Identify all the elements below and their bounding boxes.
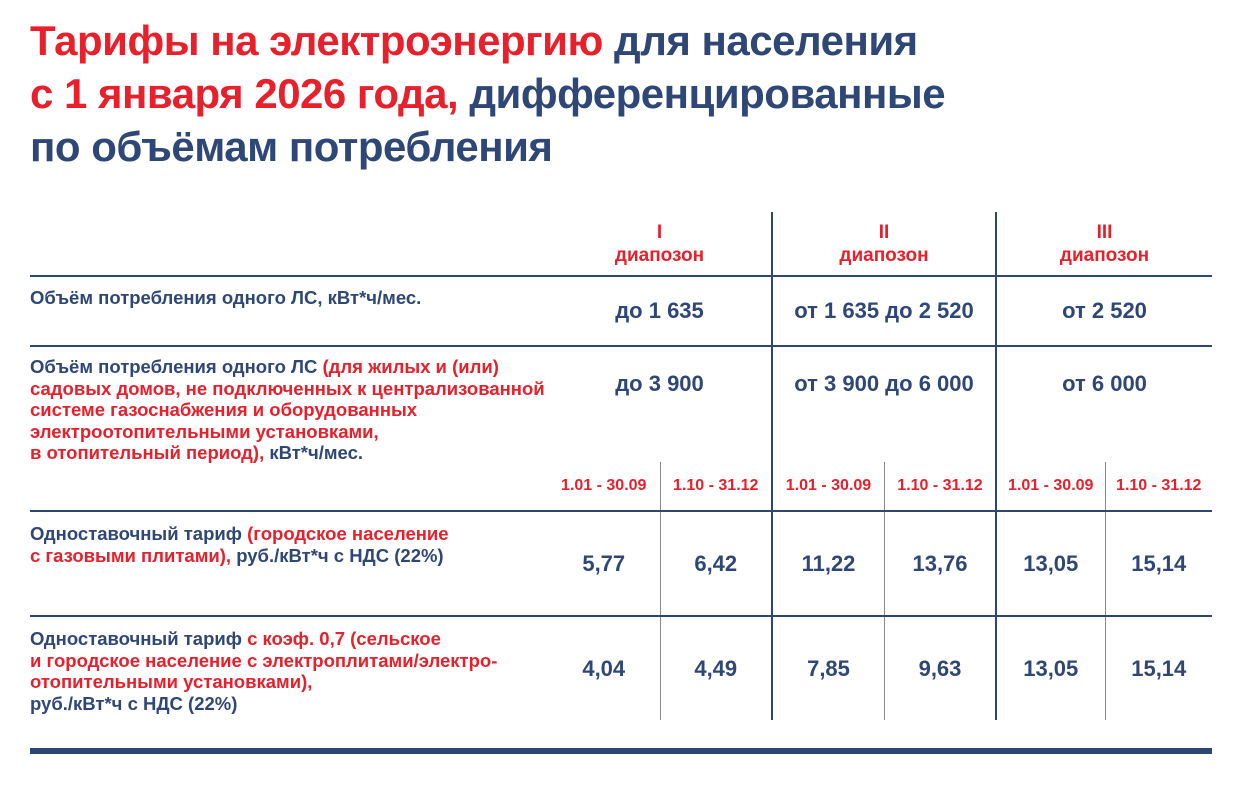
period-3: 1.01 - 30.09 <box>785 477 872 494</box>
group-1-numeral: I <box>656 221 663 243</box>
heating-range-2-cell: от 3 900 до 6 000 <box>771 347 995 462</box>
tariff-gas-value-4: 13,76 <box>884 512 995 615</box>
row-tariff-electric-label: Одноставочный тариф с коэф. 0,7 (сельско… <box>30 617 548 720</box>
tariff-table: I диапозон II диапозон III диапозон Объё… <box>30 212 1212 720</box>
row-tariff-single-gas: Одноставочный тариф (городское население… <box>30 510 1212 615</box>
title-line1-red: Тарифы на электроэнергию <box>30 17 615 64</box>
column-group-2-header: II диапозон <box>771 212 995 275</box>
period-2: 1.10 - 31.12 <box>659 462 772 510</box>
row-consumption-volume-heating-label: Объём потребления одного ЛС (для жилых и… <box>30 347 548 464</box>
group-1-label: диапозон <box>614 244 705 266</box>
volume-range-2-value: от 1 635 до 2 520 <box>794 298 974 323</box>
tariff-gas-value-1: 5,77 <box>582 550 626 576</box>
group-1-header-text: I диапозон <box>548 212 771 275</box>
row-consumption-volume-heating: Объём потребления одного ЛС (для жилых и… <box>30 345 1212 464</box>
tariff-electric-value-4: 9,63 <box>884 617 995 720</box>
heating-label-l1-red: (для жилых и (или) <box>322 356 499 377</box>
column-group-3-header: III диапозон <box>995 212 1212 275</box>
group-2-numeral: II <box>878 221 890 243</box>
title-line2-blue: дифференцированные <box>469 70 946 117</box>
periods-group-2: 1.01 - 30.09 1.10 - 31.12 <box>771 462 995 510</box>
heating-label-l5-blue: кВт*ч/мес. <box>269 442 364 463</box>
volume-range-1-cell: до 1 635 <box>548 277 771 345</box>
column-group-1-header: I диапозон <box>548 212 771 275</box>
tariff-electric-label-line-1: Одноставочный тариф с коэф. 0,7 (сельско… <box>30 628 538 650</box>
tariff-electric-value-3: 7,85 <box>807 655 850 681</box>
heating-label-line-5: в отопительный период), кВт*ч/мес. <box>30 442 538 464</box>
title-line-1: Тарифы на электроэнергию для населения <box>30 14 945 67</box>
tariff-electric-group-1: 4,04 4,49 <box>548 617 771 720</box>
tariff-gas-group-3: 13,05 15,14 <box>995 512 1212 615</box>
header-row: I диапозон II диапозон III диапозон <box>30 212 1212 275</box>
heating-label-line-2: садовых домов, не подключенных к централ… <box>30 377 545 399</box>
heating-label-line-1: Объём потребления одного ЛС (для жилых и… <box>30 356 538 378</box>
tariff-electric-l1-blue: Одноставочный тариф <box>30 628 248 649</box>
row-consumption-volume-label: Объём потребления одного ЛС, кВт*ч/мес. <box>30 287 422 308</box>
heating-range-2-value: от 3 900 до 6 000 <box>794 371 974 396</box>
volume-range-3-cell: от 2 520 <box>995 277 1212 345</box>
title-line-3: по объёмам потребления <box>30 120 945 173</box>
heating-range-3-value: от 6 000 <box>1062 371 1147 396</box>
heating-range-1-value: до 3 900 <box>615 371 704 396</box>
row-tariff-gas-label: Одноставочный тариф (городское население… <box>30 512 548 615</box>
volume-range-2-cell: от 1 635 до 2 520 <box>771 277 995 345</box>
title-line2-red: с 1 января 2026 года, <box>30 70 470 117</box>
period-5: 1.01 - 30.09 <box>1008 477 1094 494</box>
tariff-electric-value-1: 4,04 <box>582 655 626 681</box>
group-3-header-text: III диапозон <box>997 212 1212 275</box>
heating-label-l5-red: в отопительный период), <box>30 442 270 463</box>
tariff-gas-l1-red: (городское население <box>247 523 449 544</box>
tariff-gas-l2-red: с газовыми плитами), <box>30 544 237 566</box>
group-3-label: диапозон <box>1059 244 1150 266</box>
volume-range-1-value: до 1 635 <box>615 298 704 323</box>
periods-group-1: 1.01 - 30.09 1.10 - 31.12 <box>548 462 771 510</box>
tariff-electric-group-2: 7,85 9,63 <box>771 617 995 720</box>
period-6: 1.10 - 31.12 <box>1104 462 1213 510</box>
row-consumption-volume: Объём потребления одного ЛС, кВт*ч/мес. … <box>30 275 1212 345</box>
bottom-divider-bar <box>30 748 1212 754</box>
page-title: Тарифы на электроэнергию для населения с… <box>30 14 946 173</box>
heating-range-1-cell: до 3 900 <box>548 347 771 462</box>
heating-label-l1-blue: Объём потребления одного ЛС <box>30 356 323 377</box>
group-2-label: диапозон <box>839 244 929 266</box>
period-4: 1.10 - 31.12 <box>884 462 995 510</box>
tariff-electric-group-3: 13,05 15,14 <box>995 617 1212 720</box>
group-2-header-text: II диапозон <box>773 212 995 275</box>
tariff-electric-label-line-2: и городское население с электроплитами/э… <box>30 649 498 671</box>
tariff-gas-value-5: 13,05 <box>1023 550 1079 576</box>
period-1: 1.01 - 30.09 <box>561 477 647 494</box>
periods-group-3: 1.01 - 30.09 1.10 - 31.12 <box>995 462 1212 510</box>
periods-label-spacer <box>30 462 548 510</box>
tariff-electric-l1-red: с коэф. 0,7 (сельское <box>247 628 441 649</box>
tariff-gas-l1-blue: Одноставочный тариф <box>30 523 248 544</box>
tariff-gas-l2-blue: руб./кВт*ч с НДС (22%) <box>236 544 444 566</box>
heating-range-3-cell: от 6 000 <box>995 347 1212 462</box>
periods-row: 1.01 - 30.09 1.10 - 31.12 1.01 - 30.09 1… <box>30 462 1212 510</box>
title-line-2: с 1 января 2026 года, дифференцированные <box>30 67 946 120</box>
title-line1-blue: для населения <box>614 17 918 64</box>
tariff-gas-group-2: 11,22 13,76 <box>771 512 995 615</box>
tariff-gas-label-line-1: Одноставочный тариф (городское население <box>30 523 538 545</box>
tariff-electric-label-line-3: отопительными установками), <box>30 671 313 692</box>
tariff-electric-value-2: 4,49 <box>659 617 772 720</box>
tariff-electric-value-5: 13,05 <box>1023 655 1079 681</box>
title-line3-blue: по объёмам потребления <box>30 123 553 170</box>
heating-label-line-4: электроотопительными установками, <box>30 420 379 442</box>
tariff-electric-label-line-4: руб./кВт*ч с НДС (22%) <box>30 692 238 714</box>
tariff-gas-value-2: 6,42 <box>659 512 772 615</box>
group-3-numeral: III <box>1096 221 1113 243</box>
tariff-electric-value-6: 15,14 <box>1104 617 1213 720</box>
tariff-gas-label-line-2: с газовыми плитами), руб./кВт*ч с НДС (2… <box>30 545 538 567</box>
tariff-gas-group-1: 5,77 6,42 <box>548 512 771 615</box>
volume-range-3-value: от 2 520 <box>1062 298 1147 323</box>
header-label-spacer <box>30 212 548 275</box>
tariff-gas-value-3: 11,22 <box>801 550 856 576</box>
heating-label-line-3: системе газоснабжения и оборудованных <box>30 399 418 420</box>
tariff-gas-value-6: 15,14 <box>1104 512 1213 615</box>
row-tariff-single-electric: Одноставочный тариф с коэф. 0,7 (сельско… <box>30 615 1212 720</box>
